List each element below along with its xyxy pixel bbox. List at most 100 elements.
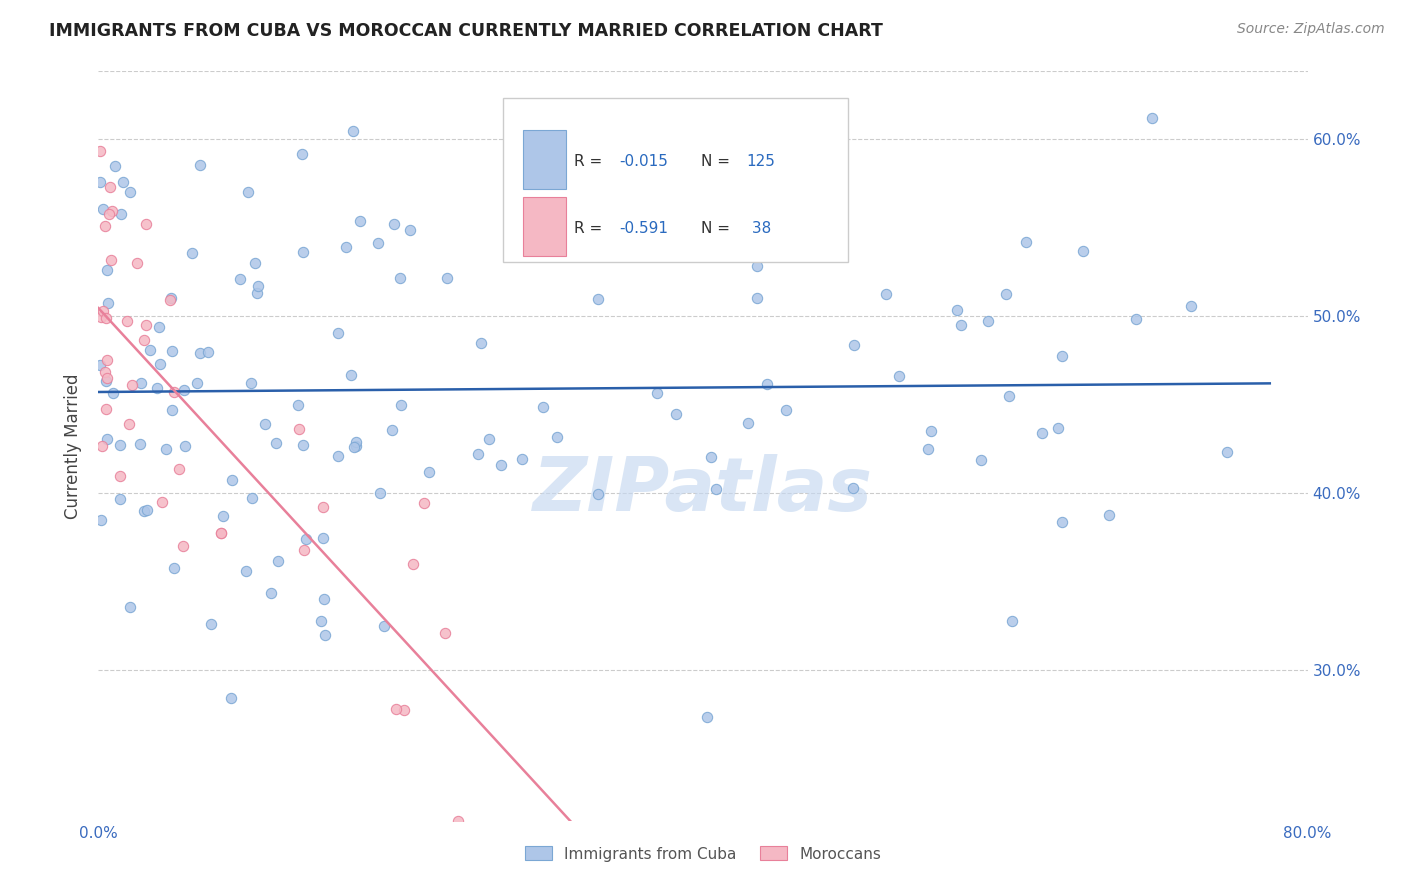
Point xyxy=(96,262,118,277)
Point xyxy=(159,293,181,307)
Point xyxy=(745,259,768,273)
Point xyxy=(173,383,195,397)
Point xyxy=(96,371,118,385)
Point xyxy=(155,442,177,457)
Point xyxy=(104,159,127,173)
Point xyxy=(367,235,389,250)
Point xyxy=(108,438,131,452)
Point xyxy=(340,368,363,382)
Y-axis label: Currently Married: Currently Married xyxy=(65,373,83,519)
Point xyxy=(531,400,554,414)
Point xyxy=(381,423,404,437)
Point xyxy=(343,440,366,454)
Point xyxy=(1180,299,1202,313)
Point xyxy=(94,219,117,233)
Point xyxy=(163,385,186,400)
Point xyxy=(295,532,318,546)
Point xyxy=(292,245,315,260)
FancyBboxPatch shape xyxy=(523,130,567,189)
Point xyxy=(118,600,141,615)
Point xyxy=(181,246,204,260)
Point xyxy=(121,378,143,392)
Point xyxy=(118,417,141,432)
Point xyxy=(186,376,208,391)
Point xyxy=(946,303,969,318)
Point xyxy=(235,564,257,578)
Point xyxy=(997,389,1019,403)
Point xyxy=(117,314,139,328)
Point xyxy=(399,223,422,237)
Point xyxy=(287,398,309,412)
Point xyxy=(970,453,993,467)
Point xyxy=(388,271,411,285)
Point xyxy=(89,144,111,158)
Point xyxy=(564,210,586,224)
Point xyxy=(149,357,172,371)
Point xyxy=(160,343,183,358)
Point xyxy=(90,513,112,527)
Point xyxy=(135,217,157,231)
Point xyxy=(773,213,796,227)
Point xyxy=(91,304,114,318)
Point xyxy=(146,381,169,395)
Text: IMMIGRANTS FROM CUBA VS MOROCCAN CURRENTLY MARRIED CORRELATION CHART: IMMIGRANTS FROM CUBA VS MOROCCAN CURRENT… xyxy=(49,22,883,40)
Point xyxy=(335,240,357,254)
Point xyxy=(96,402,118,417)
Point xyxy=(91,202,114,217)
Point xyxy=(239,376,262,390)
Point xyxy=(291,147,314,161)
Text: 125: 125 xyxy=(747,153,775,169)
Text: R =: R = xyxy=(574,221,607,236)
Point xyxy=(314,592,336,607)
Text: N =: N = xyxy=(700,221,734,236)
Legend: Immigrants from Cuba, Moroccans: Immigrants from Cuba, Moroccans xyxy=(517,838,889,869)
Point xyxy=(190,346,212,360)
Point xyxy=(167,461,190,475)
Point xyxy=(314,628,336,642)
Point xyxy=(132,503,155,517)
Point xyxy=(98,179,121,194)
Point xyxy=(311,500,333,515)
Point xyxy=(139,343,162,358)
Point xyxy=(433,626,456,640)
Point xyxy=(135,503,157,517)
Point xyxy=(209,526,232,541)
Point xyxy=(209,526,232,541)
Point xyxy=(447,814,470,828)
Point xyxy=(94,374,117,388)
Text: 38: 38 xyxy=(747,221,770,236)
Point xyxy=(1216,445,1239,459)
Point xyxy=(264,436,287,450)
Text: N =: N = xyxy=(700,153,734,169)
Point xyxy=(370,486,392,500)
Point xyxy=(89,359,111,373)
Point xyxy=(841,481,863,495)
Text: -0.591: -0.591 xyxy=(620,221,669,236)
Point xyxy=(163,561,186,575)
Point xyxy=(111,175,134,189)
Point xyxy=(221,473,243,487)
Point xyxy=(385,702,408,716)
Point xyxy=(1071,244,1094,258)
Point xyxy=(288,422,311,436)
Point xyxy=(108,491,131,506)
Point xyxy=(129,437,152,451)
Point xyxy=(267,554,290,568)
Point xyxy=(977,314,1000,328)
Point xyxy=(373,619,395,633)
Point xyxy=(382,217,405,231)
Point xyxy=(292,542,315,557)
Point xyxy=(478,432,501,446)
Point xyxy=(696,710,718,724)
Text: Source: ZipAtlas.com: Source: ZipAtlas.com xyxy=(1237,22,1385,37)
Point xyxy=(342,124,364,138)
Point xyxy=(173,439,195,453)
Point xyxy=(470,335,492,350)
Point xyxy=(94,311,117,326)
Point xyxy=(135,318,157,332)
Point xyxy=(995,286,1018,301)
Point xyxy=(247,278,270,293)
Point xyxy=(418,465,440,479)
Point xyxy=(349,214,371,228)
Point xyxy=(665,408,688,422)
